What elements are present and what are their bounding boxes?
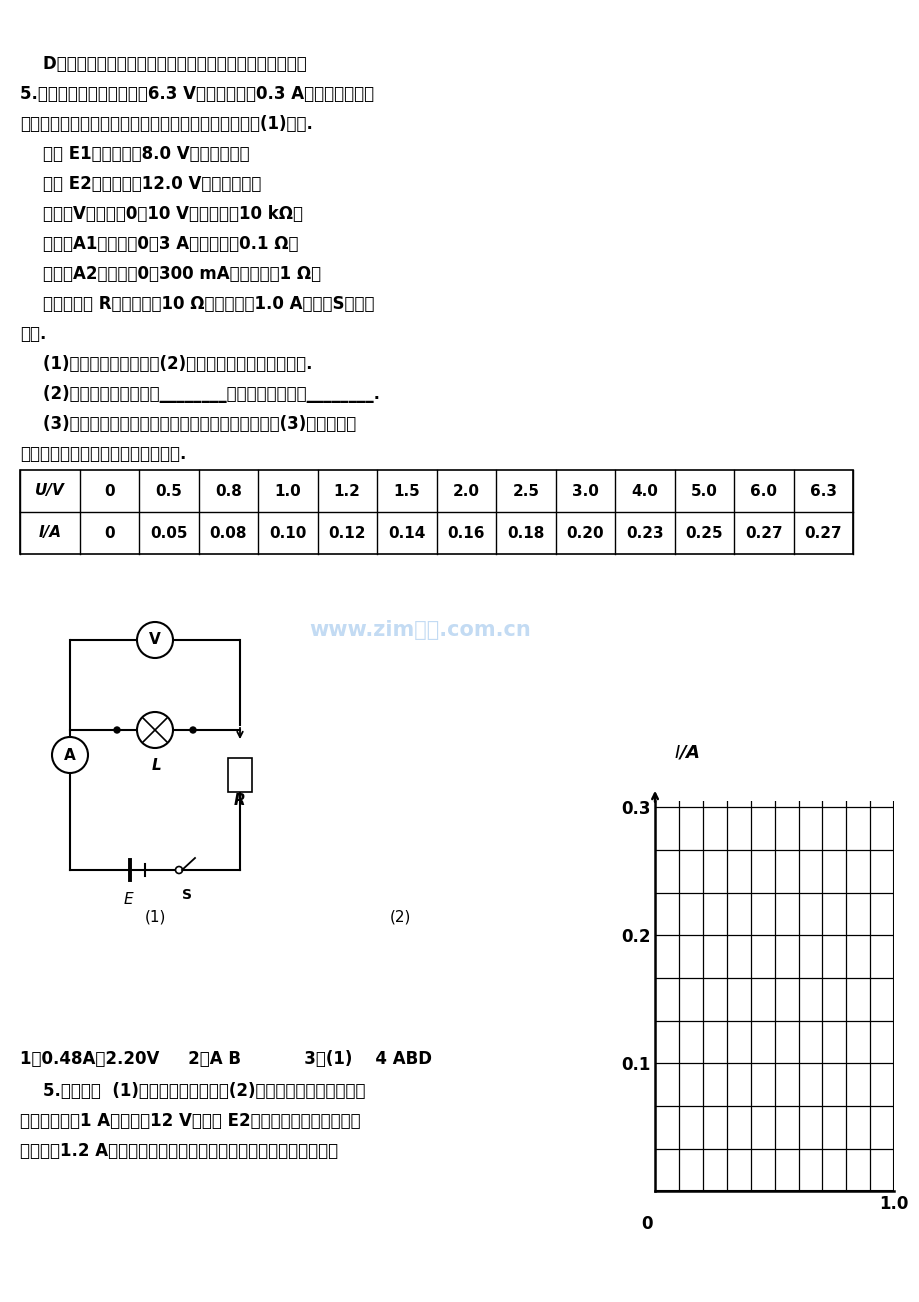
Text: 0.08: 0.08: [210, 526, 246, 540]
Text: 0: 0: [104, 526, 115, 540]
Text: 电源 E2：电动势为12.0 V，内阱不计；: 电源 E2：电动势为12.0 V，内阱不计；: [20, 174, 261, 193]
Text: 电源 E1：电动势为8.0 V，内阱不计；: 电源 E1：电动势为8.0 V，内阱不计；: [20, 145, 249, 163]
Text: 3.0: 3.0: [572, 483, 598, 499]
Text: $I$/A: $I$/A: [674, 743, 699, 762]
Text: (1)依照实验电路图将图(2)中的实物图连接成实验电路.: (1)依照实验电路图将图(2)中的实物图连接成实验电路.: [20, 355, 312, 372]
Text: 5.一个小灯泡的额定电压为6.3 V，额定电流为0.3 A，用以下所给的: 5.一个小灯泡的额定电压为6.3 V，额定电流为0.3 A，用以下所给的: [20, 85, 374, 103]
Text: I/A: I/A: [39, 526, 62, 540]
Text: (2): (2): [389, 910, 410, 924]
Text: (1): (1): [144, 910, 165, 924]
Text: www.zim测题.com.cn: www.zim测题.com.cn: [309, 620, 530, 641]
Text: 电压表V：量程为0～10 V，内阱约为10 kΩ；: 电压表V：量程为0～10 V，内阱约为10 kΩ；: [20, 204, 302, 223]
Text: 0.10: 0.10: [268, 526, 306, 540]
Text: 0.8: 0.8: [214, 483, 242, 499]
Text: 0.23: 0.23: [625, 526, 663, 540]
Text: V: V: [149, 633, 161, 647]
Text: 0.27: 0.27: [803, 526, 841, 540]
Text: 0.20: 0.20: [566, 526, 604, 540]
Circle shape: [176, 867, 182, 874]
Text: 电流表A1：量程为0～3 A，内阱约为0.1 Ω；: 电流表A1：量程为0～3 A，内阱约为0.1 Ω；: [20, 234, 298, 253]
Text: 0.18: 0.18: [506, 526, 544, 540]
Text: 纸中描绘出该小灯泡的伏安特性曲线.: 纸中描绘出该小灯泡的伏安特性曲线.: [20, 445, 187, 464]
Text: 6.0: 6.0: [749, 483, 777, 499]
Text: 0.14: 0.14: [388, 526, 425, 540]
Text: S: S: [182, 888, 192, 902]
Text: 0.12: 0.12: [328, 526, 366, 540]
Text: 5.【解析】  (1)实物连线如图所示；(2)由于滑动变阱器允许通过: 5.【解析】 (1)实物连线如图所示；(2)由于滑动变阱器允许通过: [20, 1082, 365, 1100]
Text: A: A: [64, 747, 75, 763]
Bar: [20, 470, 852, 553]
Text: 2.0: 2.0: [452, 483, 479, 499]
Text: 2.5: 2.5: [512, 483, 539, 499]
Bar: [228, 758, 252, 792]
Text: U/V: U/V: [35, 483, 64, 499]
Text: 5.0: 5.0: [690, 483, 717, 499]
Text: 4.0: 4.0: [630, 483, 657, 499]
Text: 0.25: 0.25: [685, 526, 722, 540]
Text: 0: 0: [104, 483, 115, 499]
Circle shape: [190, 727, 196, 733]
Text: R: R: [233, 793, 245, 809]
Text: 0.16: 0.16: [447, 526, 484, 540]
Text: 1.0: 1.0: [274, 483, 301, 499]
Text: 0.5: 0.5: [155, 483, 182, 499]
Text: (3)实验测出的数据如下表所示，依照这些数据在图(3)所示的坐标: (3)实验测出的数据如下表所示，依照这些数据在图(3)所示的坐标: [20, 415, 356, 434]
Circle shape: [137, 712, 173, 749]
Text: 滑动变阱器 R：最大阱倶10 Ω，额定电流1.0 A；开关S，导线: 滑动变阱器 R：最大阱倶10 Ω，额定电流1.0 A；开关S，导线: [20, 296, 374, 312]
Text: 0.05: 0.05: [150, 526, 187, 540]
Circle shape: [114, 727, 119, 733]
Text: 6.3: 6.3: [809, 483, 836, 499]
Text: 大电流为1.2 A，这个数値超过了滑动变阱器允许通过的最大电流，: 大电流为1.2 A，这个数値超过了滑动变阱器允许通过的最大电流，: [20, 1142, 338, 1160]
Text: L: L: [152, 758, 162, 773]
Text: D、一只电压表和一只单刀双掷开关及两个不同的定値电阱: D、一只电压表和一只单刀双掷开关及两个不同的定値电阱: [20, 55, 306, 73]
Text: 0: 0: [641, 1215, 652, 1233]
Text: 电流表A2：量程为0～300 mA，内阱约为1 Ω；: 电流表A2：量程为0～300 mA，内阱约为1 Ω；: [20, 266, 321, 283]
Text: 1.2: 1.2: [334, 483, 360, 499]
Text: 若干.: 若干.: [20, 326, 46, 342]
Text: 1．0.48A，2.20V     2．A B           3．(1)    4 ABD: 1．0.48A，2.20V 2．A B 3．(1) 4 ABD: [20, 1049, 432, 1068]
Circle shape: [137, 622, 173, 658]
Text: 实验器材描绘出小灯泡的伏安特性曲线．实验电路如图(1)所示.: 实验器材描绘出小灯泡的伏安特性曲线．实验电路如图(1)所示.: [20, 115, 312, 133]
Text: 的最大电流为1 A，如果用12 V的电源 E2，则通过滑动变阱器的最: 的最大电流为1 A，如果用12 V的电源 E2，则通过滑动变阱器的最: [20, 1112, 360, 1130]
Text: E: E: [123, 892, 132, 907]
Text: (2)实验中电源应该选用________；电流表应该选用________.: (2)实验中电源应该选用________；电流表应该选用________.: [20, 385, 380, 404]
Text: 1.5: 1.5: [393, 483, 420, 499]
Text: 0.27: 0.27: [744, 526, 782, 540]
Circle shape: [52, 737, 88, 773]
